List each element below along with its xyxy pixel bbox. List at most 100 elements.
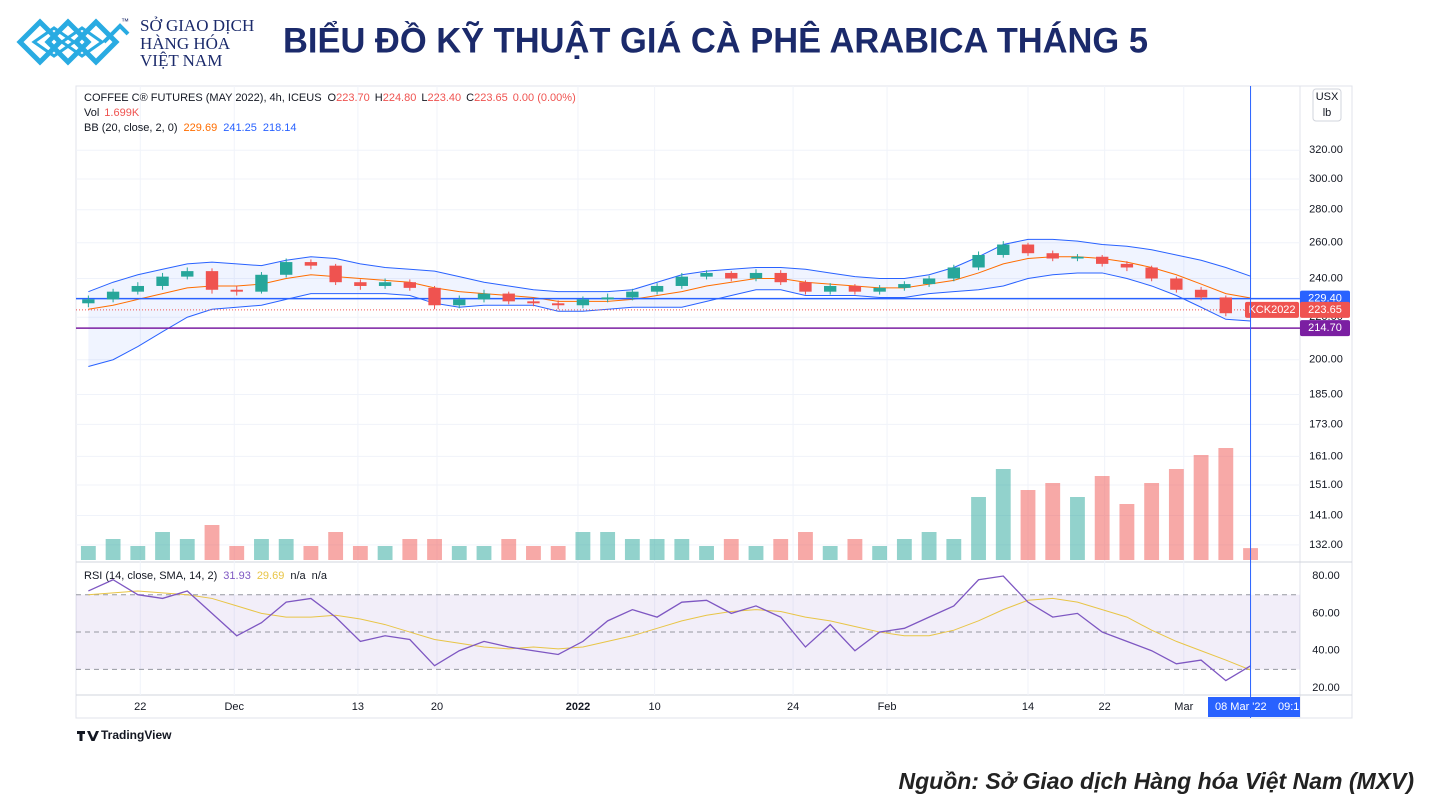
legend: Vol 1.699K bbox=[84, 107, 140, 119]
candle-body bbox=[378, 282, 392, 286]
volume-bar bbox=[1094, 476, 1110, 560]
candle-body bbox=[1046, 253, 1059, 259]
price-tag-label: 214.70 bbox=[1308, 322, 1342, 334]
volume-bar bbox=[921, 532, 937, 560]
candle-body bbox=[205, 271, 219, 290]
candle-body bbox=[799, 282, 812, 292]
logo-text: SỞ GIAO DỊCH bbox=[140, 16, 254, 35]
candle-body bbox=[230, 289, 243, 292]
x-tick-label: 2022 bbox=[566, 701, 590, 713]
volume-bar bbox=[773, 539, 789, 560]
x-tick-label: 14 bbox=[1022, 701, 1034, 713]
legend-item: n/a bbox=[312, 570, 328, 582]
candle-body bbox=[1194, 289, 1208, 298]
candle-body bbox=[255, 274, 268, 292]
volume-bar bbox=[80, 546, 96, 560]
candle-body bbox=[502, 293, 515, 302]
chart-frame bbox=[75, 85, 1353, 719]
candle-body bbox=[156, 276, 169, 286]
volume-bar bbox=[699, 546, 714, 560]
volume-bar bbox=[303, 546, 319, 560]
y-tick-label: 173.00 bbox=[1309, 418, 1343, 430]
legend-item: C bbox=[466, 92, 474, 104]
legend-item: COFFEE C® FUTURES (MAY 2022), 4h, ICEUS bbox=[84, 92, 322, 104]
rsi-ma bbox=[88, 590, 1251, 671]
candle-body bbox=[725, 272, 738, 279]
y-tick-label: 151.00 bbox=[1309, 479, 1343, 491]
legend-item: 223.40 bbox=[427, 92, 461, 104]
volume-bar bbox=[179, 539, 195, 560]
candle-body bbox=[477, 293, 491, 300]
candle-body bbox=[1021, 244, 1035, 254]
volume-bar bbox=[946, 539, 962, 560]
volume-bar bbox=[1144, 483, 1160, 560]
candle-body bbox=[131, 285, 144, 292]
x-tick-label: Feb bbox=[878, 701, 897, 713]
x-tick-label: 13 bbox=[352, 701, 364, 713]
volume-bar bbox=[723, 539, 739, 560]
candle-body bbox=[922, 278, 936, 285]
y-tick-label: 141.00 bbox=[1309, 509, 1343, 521]
legend: COFFEE C® FUTURES (MAY 2022), 4h, ICEUS O… bbox=[84, 92, 576, 104]
volume-bar bbox=[1020, 490, 1036, 560]
volume-bar bbox=[1119, 504, 1135, 560]
candle-body bbox=[947, 267, 960, 279]
volume-bar bbox=[1193, 455, 1209, 560]
symbol-tag bbox=[1245, 301, 1299, 318]
x-tick-label: 22 bbox=[134, 701, 146, 713]
legend-item: 223.70 bbox=[336, 92, 370, 104]
volume-bar bbox=[278, 539, 294, 560]
legend-item: BB (20, close, 2, 0) bbox=[84, 122, 178, 134]
candle-body bbox=[1219, 297, 1232, 314]
candle-body bbox=[428, 287, 441, 306]
candle-body bbox=[1071, 256, 1084, 259]
candle-body bbox=[106, 291, 120, 300]
logo-text: VIỆT NAM bbox=[140, 51, 222, 70]
volume-bar bbox=[254, 539, 269, 560]
volume-bar bbox=[1218, 448, 1234, 560]
volume-bar bbox=[798, 532, 813, 560]
volume-bar bbox=[130, 546, 146, 560]
volume-bar bbox=[872, 546, 888, 560]
candle-body bbox=[453, 299, 466, 306]
price-tag bbox=[1300, 320, 1350, 337]
legend-item: Vol bbox=[84, 107, 99, 119]
candle-body bbox=[82, 299, 95, 304]
legend-item: L bbox=[421, 92, 427, 104]
page-title: BIỂU ĐỒ KỸ THUẬT GIÁ CÀ PHÊ ARABICA THÁN… bbox=[283, 20, 1148, 60]
legend-item: 229.69 bbox=[184, 122, 218, 134]
candle-body bbox=[873, 287, 886, 292]
legend-item: 241.25 bbox=[223, 122, 257, 134]
volume-bar bbox=[550, 546, 566, 560]
candle-body bbox=[972, 254, 985, 268]
volume-bar bbox=[1168, 469, 1184, 560]
legend-item: O bbox=[328, 92, 337, 104]
candle-body bbox=[898, 284, 911, 288]
bb-upper bbox=[88, 238, 1251, 293]
volume-bar bbox=[204, 525, 220, 560]
legend-item: 31.93 bbox=[223, 570, 251, 582]
legend: BB (20, close, 2, 0) 229.69 241.25 218.14 bbox=[84, 122, 297, 134]
candle-body bbox=[749, 272, 763, 279]
legend-item: 1.699K bbox=[104, 107, 140, 119]
volume-bar bbox=[1045, 483, 1061, 560]
x-tick-label: 24 bbox=[787, 701, 799, 713]
crosshair-label: 08 Mar '22 bbox=[1215, 701, 1267, 713]
unit: lb bbox=[1323, 107, 1332, 119]
candle-body bbox=[997, 244, 1010, 255]
logo-text: HÀNG HÓA bbox=[140, 34, 231, 53]
volume-bar bbox=[822, 546, 838, 560]
y-tick-label: 300.00 bbox=[1309, 173, 1343, 185]
x-tick-label: Dec bbox=[224, 701, 244, 713]
volume-bar bbox=[649, 539, 665, 560]
volume-bar bbox=[600, 532, 616, 560]
candle-body bbox=[774, 272, 787, 283]
y-tick-label: 240.00 bbox=[1309, 272, 1343, 284]
candle-body bbox=[824, 285, 837, 292]
volume-bar bbox=[229, 546, 245, 560]
candle-body bbox=[848, 285, 862, 292]
y-tick-label: 260.00 bbox=[1309, 237, 1343, 249]
legend-item: 223.65 bbox=[474, 92, 508, 104]
volume-bar bbox=[501, 539, 517, 560]
volume-bar bbox=[624, 539, 640, 560]
